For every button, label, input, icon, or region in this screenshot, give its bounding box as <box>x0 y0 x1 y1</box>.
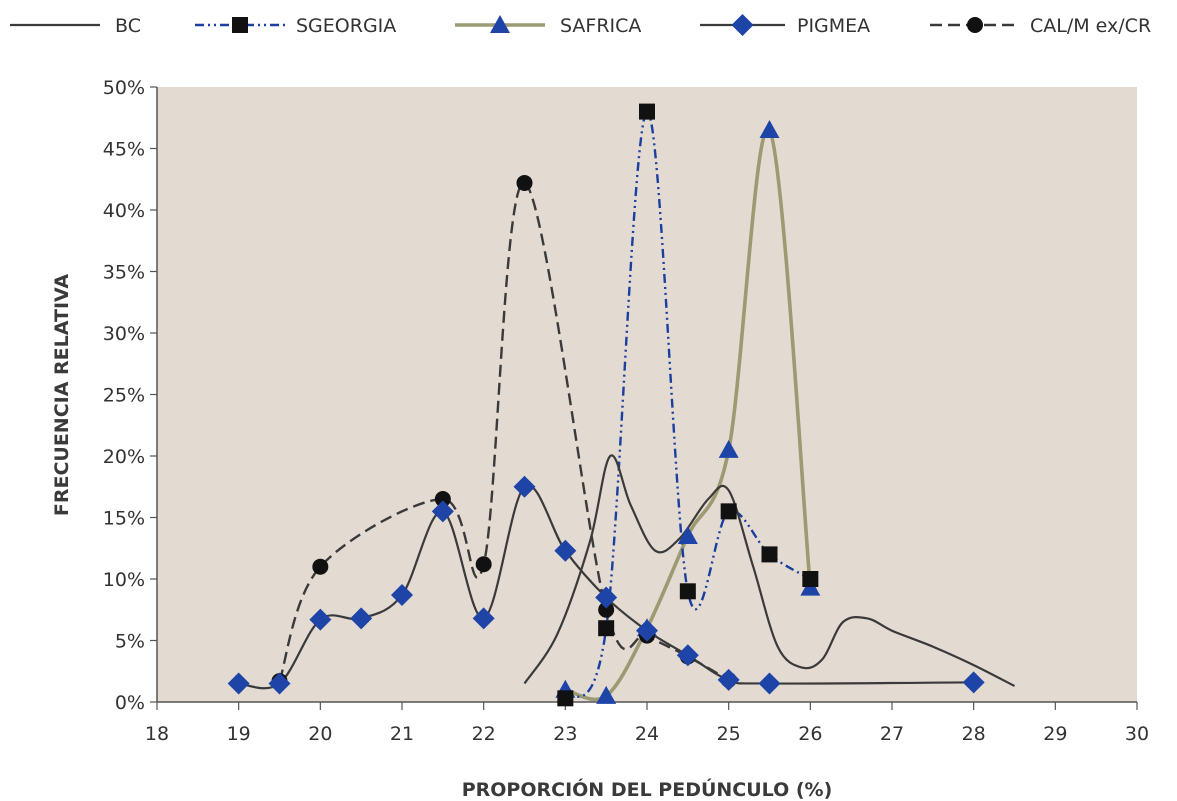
x-tick-label: 27 <box>880 723 904 745</box>
series-markers <box>227 103 985 707</box>
legend-marker-safrica <box>490 15 510 33</box>
data-point-pigmea <box>227 672 250 695</box>
data-point-pigmea <box>472 607 495 630</box>
legend-marker-sgeorgia <box>232 17 248 33</box>
data-point-pigmea <box>431 500 454 523</box>
data-point-sgeorgia <box>557 690 574 707</box>
data-point-cal-m-ex-cr <box>598 601 615 618</box>
data-point-pigmea <box>636 619 658 642</box>
plot-area <box>157 87 1137 702</box>
data-point-sgeorgia <box>598 620 615 637</box>
y-tick-label: 30% <box>103 323 145 345</box>
legend-label-cal-m-ex-cr: CAL/M ex/CR <box>1030 15 1151 37</box>
y-tick-label: 45% <box>103 139 145 161</box>
legend-label-safrica: SAFRICA <box>560 15 641 37</box>
data-point-cal-m-ex-cr <box>312 558 329 575</box>
x-tick-label: 28 <box>962 723 986 745</box>
data-point-cal-m-ex-cr <box>434 491 451 508</box>
y-tick-label: 10% <box>103 569 145 591</box>
data-point-pigmea <box>717 668 740 691</box>
y-tick-label: 40% <box>103 200 145 222</box>
axes: 18 19 20 21 22 23 24 25 26 27 28 29 30 0% 5% 10% 15% 20% 2… <box>103 77 1149 745</box>
legend-label-bc: BC <box>115 15 141 37</box>
x-tick-label: 30 <box>1125 723 1149 745</box>
markers-sgeorgia <box>557 103 819 707</box>
data-point-pigmea <box>676 644 699 667</box>
legend-marker-pigmea <box>731 14 754 36</box>
data-point-pigmea <box>554 539 577 562</box>
legend-label-pigmea: PIGMEA <box>797 15 870 37</box>
x-tick-label: 24 <box>635 723 659 745</box>
data-point-sgeorgia <box>639 103 655 120</box>
data-point-pigmea <box>758 672 781 695</box>
x-tick-label: 21 <box>390 723 414 745</box>
data-point-pigmea <box>513 475 536 498</box>
series-line-bc <box>523 454 1016 687</box>
x-tick-label: 23 <box>553 723 577 745</box>
x-tick-label: 29 <box>1043 723 1067 745</box>
data-point-sgeorgia <box>761 546 778 563</box>
data-point-pigmea <box>595 586 618 609</box>
data-point-safrica <box>718 439 739 458</box>
x-tick-label: 19 <box>227 723 251 745</box>
data-point-sgeorgia <box>802 571 819 587</box>
x-tick-label: 25 <box>717 723 741 745</box>
data-point-pigmea <box>962 671 985 694</box>
data-point-safrica <box>759 120 780 139</box>
data-point-safrica <box>677 525 698 544</box>
x-tick-label: 22 <box>472 723 496 745</box>
data-point-sgeorgia <box>679 583 696 600</box>
data-point-safrica <box>596 685 617 704</box>
y-tick-label: 0% <box>115 692 145 714</box>
data-point-pigmea <box>268 672 291 695</box>
y-tick-label: 5% <box>115 631 145 653</box>
data-point-cal-m-ex-cr <box>516 174 533 191</box>
y-axis-title: FRECUENCIA RELATIVA <box>51 274 73 517</box>
y-tick-label: 15% <box>103 508 145 530</box>
markers-pigmea <box>227 475 985 695</box>
data-point-pigmea <box>309 608 332 631</box>
data-point-pigmea <box>350 607 373 630</box>
data-point-pigmea <box>391 583 413 606</box>
x-tick-label: 20 <box>308 723 332 745</box>
legend-marker-cal-m-ex-cr <box>967 17 983 33</box>
x-axis-title: PROPORCIÓN DEL PEDÚNCULO (%) <box>462 777 833 801</box>
y-tick-label: 50% <box>103 77 145 99</box>
x-tick-label: 26 <box>798 723 822 745</box>
legend-label-sgeorgia: SGEORGIA <box>296 15 396 37</box>
data-point-cal-m-ex-cr <box>475 556 492 573</box>
y-tick-label: 20% <box>103 446 145 468</box>
y-tick-label: 35% <box>103 262 145 284</box>
legend: BC SGEORGIA SAFRICA PIGMEA CAL/M ex/CR <box>10 14 1151 37</box>
y-tick-label: 25% <box>103 385 145 407</box>
series-line-sgeorgia <box>564 110 811 700</box>
data-point-sgeorgia <box>720 503 737 520</box>
x-tick-label: 18 <box>145 723 169 745</box>
